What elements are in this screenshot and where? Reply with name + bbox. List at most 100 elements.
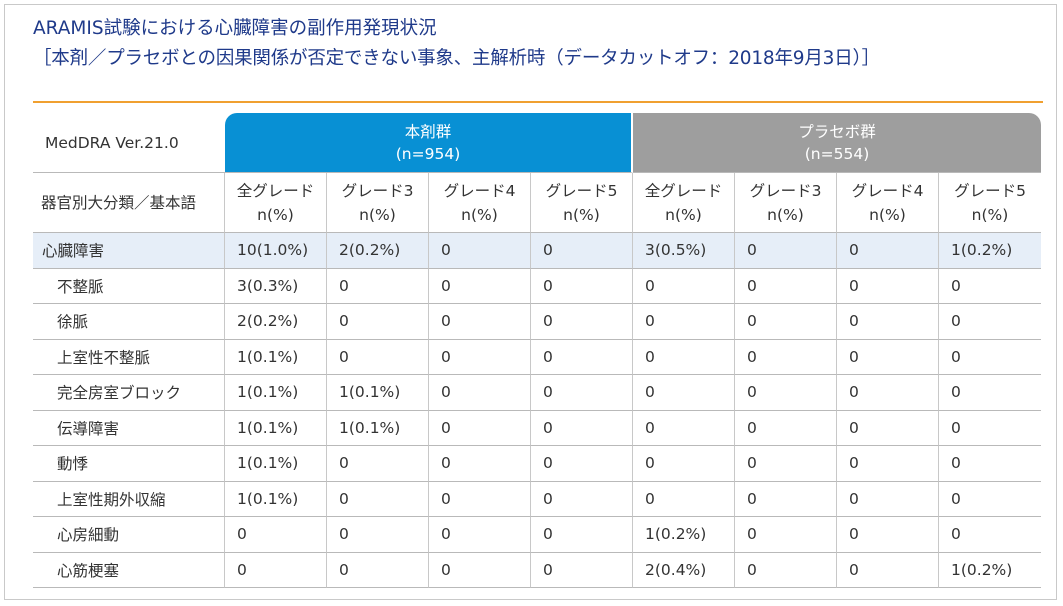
adverse-events-table: MedDRA Ver.21.0 本剤群 (n=954) プラセボ群 (n=554…: [33, 113, 1042, 588]
value-cell: 0: [225, 517, 327, 553]
value-cell: 0: [531, 517, 633, 553]
column-label: 全グレード: [644, 181, 723, 200]
value-cell: 0: [327, 552, 429, 588]
column-header: グレード5 n(%): [531, 173, 633, 233]
column-header: グレード3 n(%): [735, 173, 837, 233]
group-n: (n=554): [804, 144, 870, 163]
value-cell: 10(1.0%): [225, 233, 327, 269]
figure-frame: ARAMIS試験における心臓障害の副作用発現状況 ［本剤／プラセボとの因果関係が…: [4, 4, 1057, 600]
term-cell: 上室性不整脈: [33, 339, 225, 375]
term-cell: 動悸: [33, 446, 225, 482]
value-cell: 2(0.4%): [633, 552, 735, 588]
value-cell: 0: [837, 517, 939, 553]
value-cell: 0: [429, 233, 531, 269]
column-label: グレード5: [954, 181, 1026, 200]
table-row: 動悸 1(0.1%) 0 0 0 0 0 0 0: [33, 446, 1042, 482]
value-cell: 0: [429, 517, 531, 553]
value-cell: 1(0.2%): [633, 517, 735, 553]
value-cell: 1(0.1%): [225, 446, 327, 482]
value-cell: 0: [837, 339, 939, 375]
value-cell: 0: [837, 552, 939, 588]
column-header: グレード4 n(%): [429, 173, 531, 233]
term-cell: 上室性期外収縮: [33, 481, 225, 517]
value-cell: 0: [633, 446, 735, 482]
term-cell: 心臓障害: [33, 233, 225, 269]
value-cell: 0: [939, 517, 1042, 553]
value-cell: 0: [633, 304, 735, 340]
value-cell: 0: [735, 517, 837, 553]
term-cell: 心房細動: [33, 517, 225, 553]
column-label: 全グレード: [236, 181, 315, 200]
category-header: 器官別大分類／基本語: [33, 173, 225, 233]
title-line-2: ［本剤／プラセボとの因果関係が否定できない事象、主解析時（データカットオフ：20…: [33, 48, 880, 69]
term-cell: 伝導障害: [33, 410, 225, 446]
value-cell: 1(0.1%): [225, 339, 327, 375]
column-unit: n(%): [971, 205, 1009, 224]
column-header-row: 器官別大分類／基本語 全グレード n(%) グレード3 n(%) グレード4 n(%) グレ…: [33, 173, 1042, 233]
value-cell: 0: [531, 304, 633, 340]
column-label: グレード4: [443, 181, 516, 200]
group-name: 本剤群: [404, 122, 452, 141]
value-cell: 3(0.3%): [225, 268, 327, 304]
value-cell: 0: [837, 410, 939, 446]
value-cell: 0: [939, 411, 1042, 446]
value-cell: 0: [939, 304, 1042, 340]
value-cell: 0: [633, 410, 735, 446]
value-cell: 0: [531, 481, 633, 517]
term-cell: 徐脈: [33, 304, 225, 340]
value-cell: 0: [735, 446, 837, 482]
value-cell: 1(0.1%): [327, 410, 429, 446]
value-cell: 1(0.2%): [939, 553, 1042, 588]
column-unit: n(%): [665, 205, 702, 224]
value-cell: 0: [735, 339, 837, 375]
column-header: グレード4 n(%): [837, 173, 939, 233]
value-cell: 0: [633, 268, 735, 304]
column-header: 全グレード n(%): [633, 173, 735, 233]
value-cell: 0: [735, 375, 837, 411]
value-cell: 0: [531, 268, 633, 304]
value-cell: 0: [531, 446, 633, 482]
value-cell: 0: [837, 446, 939, 482]
column-header: グレード3 n(%): [327, 173, 429, 233]
title-divider: [33, 101, 1043, 103]
column-header: 全グレード n(%): [225, 173, 327, 233]
table-row: 上室性期外収縮 1(0.1%) 0 0 0 0 0 0 0: [33, 481, 1042, 517]
value-cell: 0: [735, 233, 837, 269]
value-cell: 0: [531, 233, 633, 269]
value-cell: 1(0.1%): [225, 410, 327, 446]
value-cell: 0: [735, 304, 837, 340]
value-cell: 0: [939, 446, 1042, 482]
column-label: グレード4: [851, 181, 924, 200]
group-n: (n=954): [395, 144, 461, 163]
value-cell: 0: [429, 446, 531, 482]
value-cell: 0: [327, 339, 429, 375]
value-cell: 0: [837, 304, 939, 340]
value-cell: 0: [429, 339, 531, 375]
value-cell: 0: [939, 482, 1042, 517]
value-cell: 1(0.2%): [939, 233, 1042, 269]
value-cell: 2(0.2%): [327, 233, 429, 269]
value-cell: 0: [939, 269, 1042, 304]
meddra-version: MedDRA Ver.21.0: [33, 113, 225, 173]
table-row: 徐脈 2(0.2%) 0 0 0 0 0 0 0: [33, 304, 1042, 340]
value-cell: 0: [531, 552, 633, 588]
value-cell: 0: [429, 375, 531, 411]
value-cell: 0: [633, 339, 735, 375]
table-row: 不整脈 3(0.3%) 0 0 0 0 0 0 0: [33, 268, 1042, 304]
value-cell: 0: [327, 446, 429, 482]
value-cell: 0: [225, 552, 327, 588]
value-cell: 0: [837, 375, 939, 411]
column-label: グレード3: [341, 181, 414, 200]
value-cell: 0: [429, 481, 531, 517]
column-header: グレード5 n(%): [939, 173, 1042, 233]
table-row: 完全房室ブロック 1(0.1%) 1(0.1%) 0 0 0 0 0 0: [33, 375, 1042, 411]
column-unit: n(%): [563, 205, 600, 224]
value-cell: 2(0.2%): [225, 304, 327, 340]
value-cell: 0: [633, 375, 735, 411]
value-cell: 0: [837, 268, 939, 304]
soc-row: 心臓障害 10(1.0%) 2(0.2%) 0 0 3(0.5%) 0 0 1(0.2%): [33, 233, 1042, 269]
group-header-drug: 本剤群 (n=954): [225, 113, 633, 173]
table-body: 心臓障害 10(1.0%) 2(0.2%) 0 0 3(0.5%) 0 0 1(0.2%) 不整脈…: [33, 233, 1042, 588]
column-unit: n(%): [359, 205, 396, 224]
value-cell: 0: [531, 410, 633, 446]
